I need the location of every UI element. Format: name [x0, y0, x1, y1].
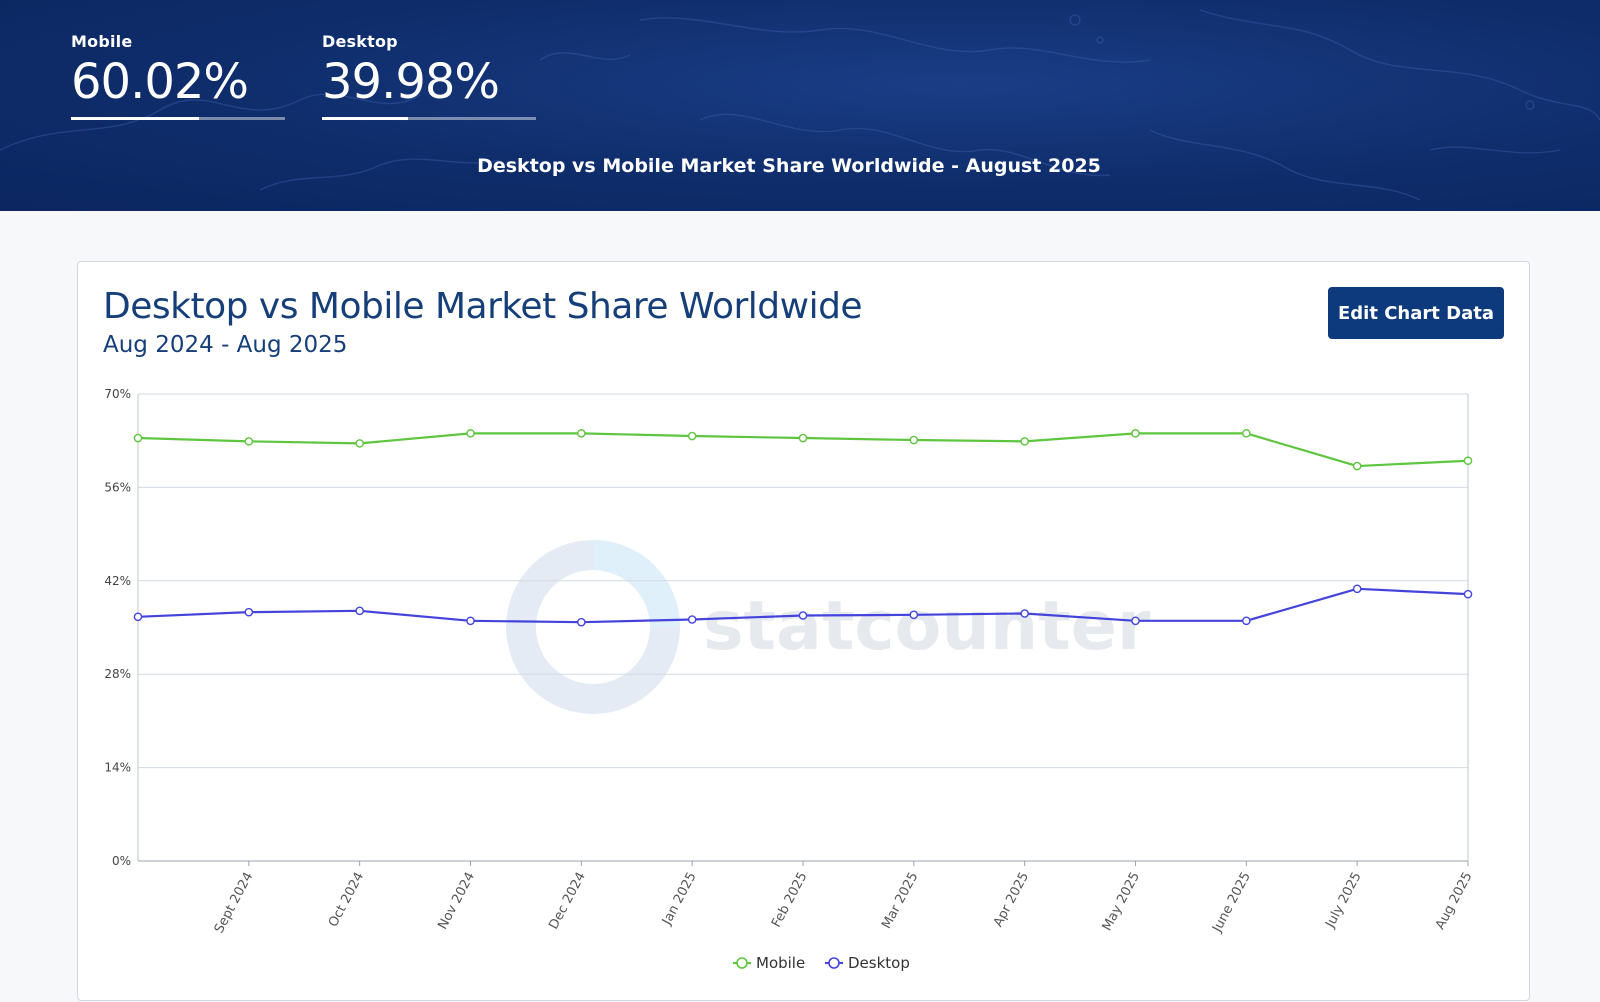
desktop-data-point — [1463, 589, 1473, 599]
x-tick-label: Oct 2024 — [326, 870, 367, 930]
mobile-data-point — [1352, 461, 1362, 471]
mobile-data-point — [1242, 429, 1251, 438]
desktop-data-point — [577, 617, 586, 627]
world-map-background — [0, 9, 1600, 201]
legend-desktop-marker — [828, 957, 840, 969]
mobile-data-point — [244, 437, 254, 446]
desktop-data-point — [133, 612, 143, 622]
mobile-data-point — [355, 439, 364, 448]
stat-desktop-bar-fill — [322, 117, 408, 120]
mobile-data-point — [577, 429, 586, 438]
watermark-text: statcounter — [703, 587, 1151, 666]
x-tick-label: July 2025 — [1323, 870, 1365, 931]
desktop-data-point — [798, 611, 808, 620]
mobile-data-point — [1020, 437, 1029, 446]
y-tick-label: 56% — [104, 480, 131, 494]
y-tick-label: 70% — [104, 387, 131, 401]
edit-chart-data-button[interactable]: Edit Chart Data — [1328, 287, 1504, 339]
mobile-data-point — [466, 429, 475, 438]
stat-mobile-label: Mobile — [71, 32, 133, 51]
x-tick-label: Apr 2025 — [991, 870, 1032, 930]
desktop-data-point — [1131, 616, 1140, 626]
stat-mobile-bar — [71, 117, 285, 120]
y-tick-label: 42% — [104, 574, 131, 588]
legend-mobile-label: Mobile — [756, 954, 805, 972]
mobile-data-point — [1463, 456, 1473, 466]
x-tick-label: Sept 2024 — [212, 870, 257, 936]
y-tick-label: 28% — [104, 667, 131, 681]
chart-card: statcounter 0% 14% 28% 42% 56% 70% Sept 2024 Oct… — [77, 261, 1530, 1001]
hero-title: Desktop vs Mobile Market Share Worldwide… — [477, 155, 1101, 177]
chart-title: Desktop vs Mobile Market Share Worldwide — [103, 286, 863, 327]
stat-desktop-value: 39.98% — [322, 54, 500, 110]
line-chart: statcounter 0% 14% 28% 42% 56% 70% Sept 2024 Oct… — [104, 387, 1476, 972]
legend-mobile-marker — [736, 957, 748, 969]
desktop-data-point — [687, 615, 697, 624]
stat-mobile: Mobile 60.02% — [71, 32, 285, 120]
x-tick-label: June 2025 — [1209, 870, 1253, 936]
mobile-data-point — [687, 431, 697, 441]
hero-banner: Mobile 60.02% Desktop 39.98% Desktop vs … — [0, 0, 1600, 211]
mobile-data-point — [909, 435, 919, 445]
stat-desktop: Desktop 39.98% — [322, 32, 536, 120]
stat-desktop-bar — [322, 117, 536, 120]
mobile-data-point — [798, 433, 808, 443]
mobile-data-point — [1131, 429, 1140, 438]
y-tick-label: 0% — [112, 854, 131, 868]
stat-desktop-label: Desktop — [322, 32, 398, 51]
desktop-data-point — [1352, 584, 1362, 594]
desktop-data-point — [244, 607, 254, 617]
desktop-data-point — [1020, 609, 1029, 618]
x-tick-label: Nov 2024 — [435, 870, 478, 932]
x-tick-label: Dec 2024 — [546, 870, 589, 932]
x-tick-label: Mar 2025 — [879, 870, 921, 932]
desktop-data-point — [466, 616, 475, 626]
stat-mobile-value: 60.02% — [71, 54, 249, 110]
stat-mobile-bar-fill — [71, 117, 200, 120]
watermark-segment — [593, 540, 680, 627]
x-tick-label: May 2025 — [1100, 870, 1143, 934]
x-tick-label: Jan 2025 — [659, 870, 700, 928]
chart-subtitle: Aug 2024 - Aug 2025 — [103, 332, 348, 358]
desktop-data-point — [909, 610, 919, 620]
desktop-data-point — [1242, 616, 1251, 626]
x-tick-label: Feb 2025 — [769, 870, 811, 930]
y-tick-label: 14% — [104, 761, 131, 775]
legend-desktop-label: Desktop — [848, 954, 910, 972]
mobile-data-point — [133, 433, 143, 443]
desktop-data-point — [355, 606, 364, 616]
x-tick-label: Aug 2025 — [1433, 870, 1476, 932]
